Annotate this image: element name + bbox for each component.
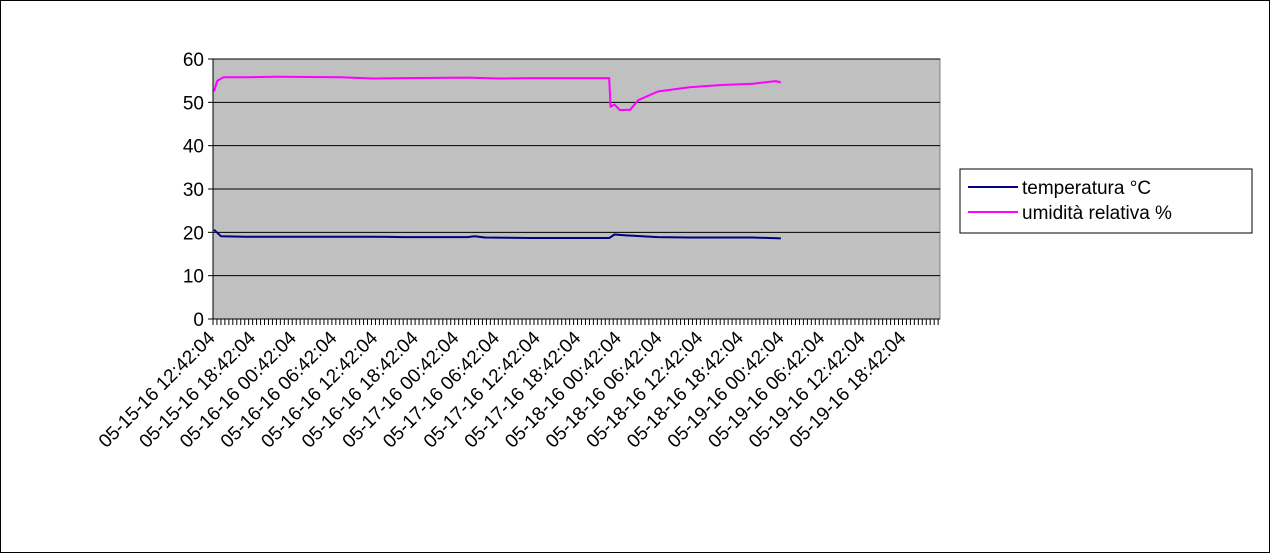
y-tick-label: 40 <box>183 137 204 158</box>
legend-label-temperatura: temperatura °C <box>1022 178 1151 199</box>
legend-label-umidita: umidità relativa % <box>1022 203 1172 224</box>
y-tick-label: 0 <box>193 310 204 331</box>
legend: temperatura °C umidità relativa % <box>959 168 1253 234</box>
series-line-0 <box>213 228 781 240</box>
series-line-1 <box>213 75 782 112</box>
legend-box <box>959 168 1253 234</box>
grid-lines <box>213 58 940 277</box>
y-tick-label: 50 <box>183 93 204 114</box>
y-tick-label: 10 <box>183 267 204 288</box>
y-tick-label: 60 <box>183 50 204 71</box>
y-tick-label: 20 <box>183 223 204 244</box>
y-tick-label: 30 <box>183 180 204 201</box>
series-lines <box>213 75 782 240</box>
y-axis: 0 10 20 30 40 50 60 <box>183 50 214 331</box>
